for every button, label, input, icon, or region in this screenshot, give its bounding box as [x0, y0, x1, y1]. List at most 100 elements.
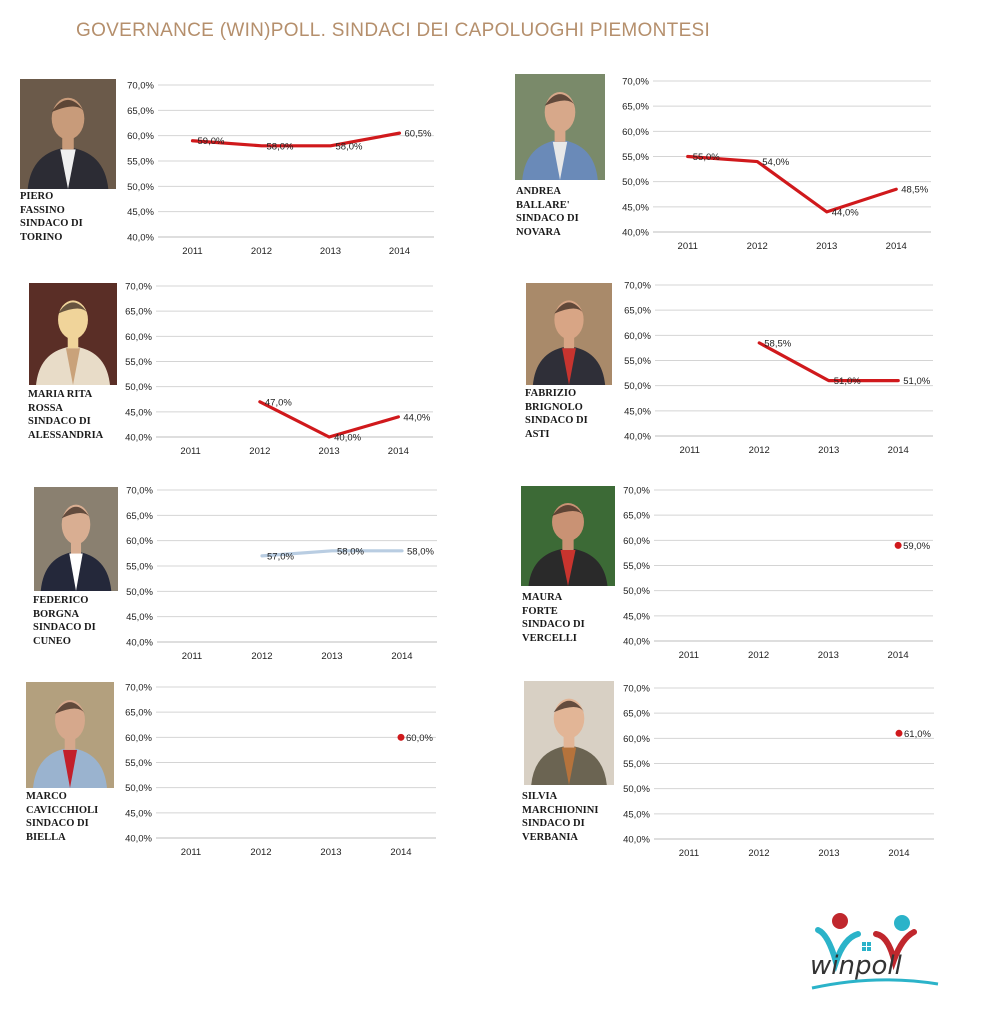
winpoll-logo-icon: winpoll — [810, 913, 939, 990]
series-line — [190, 131, 402, 148]
caption-line: BORGNA — [33, 608, 80, 620]
x-tick-label: 2013 — [818, 445, 839, 456]
x-tick-label: 2014 — [391, 651, 412, 662]
y-tick-label: 50,0% — [623, 586, 650, 597]
y-tick-label: 60,0% — [127, 131, 154, 142]
x-tick-label: 2012 — [749, 445, 770, 456]
series-line — [757, 341, 900, 383]
y-tick-label: 65,0% — [623, 511, 650, 522]
data-label: 59,0% — [903, 541, 930, 552]
series-line — [686, 154, 898, 214]
x-tick-label: 2011 — [679, 848, 699, 859]
x-tick-label: 2013 — [321, 651, 342, 662]
data-point — [894, 541, 902, 549]
y-tick-label: 45,0% — [624, 406, 651, 417]
y-tick-label: 65,0% — [125, 708, 152, 719]
caption-line: TORINO — [20, 231, 63, 243]
y-tick-label: 45,0% — [125, 808, 152, 819]
y-tick-label: 55,0% — [127, 157, 154, 168]
x-tick-label: 2013 — [320, 847, 341, 858]
data-label: 55,0% — [693, 152, 720, 163]
caption-line: BRIGNOLO — [525, 401, 583, 413]
x-tick-label: 2011 — [181, 847, 201, 858]
mayor-panel: MARIA RITA ROSSA SINDACO DI ALESSANDRIA 70,0… — [28, 280, 488, 470]
x-tick-label: 2012 — [251, 246, 272, 257]
caption-line: SINDACO DI — [525, 415, 588, 426]
approval-line-chart: 70,0% 65,0% 60,0% 55,0% 50,0% 45,0% 40,0% 2011 2… — [624, 281, 933, 456]
data-label: 58,0% — [336, 141, 363, 152]
approval-line-chart: 70,0% 65,0% 60,0% 55,0% 50,0% 45,0% 40,0% 2011 2… — [623, 486, 933, 661]
x-tick-label: 2014 — [390, 847, 411, 858]
approval-line-chart: 70,0% 65,0% 60,0% 55,0% 50,0% 45,0% 40,0% 2011 2… — [126, 486, 437, 662]
caption-line: ALESSANDRIA — [28, 429, 104, 441]
x-tick-label: 2014 — [388, 446, 409, 457]
data-label: 58,5% — [764, 338, 791, 349]
y-tick-label: 50,0% — [125, 783, 152, 794]
caption-line: VERCELLI — [522, 632, 577, 644]
caption-line: MAURA — [522, 592, 563, 603]
y-tick-label: 60,0% — [125, 733, 152, 744]
data-point — [895, 729, 903, 737]
caption-line: BIELLA — [26, 831, 66, 843]
caption-line: BALLARE' — [516, 199, 570, 211]
x-tick-label: 2012 — [249, 446, 270, 457]
x-tick-label: 2014 — [886, 241, 907, 252]
data-label: 58,0% — [337, 546, 364, 557]
y-tick-label: 45,0% — [623, 611, 650, 622]
mayor-panel: MARCO CAVICCHIOLI SINDACO DI BIELLA 70,0% 65,… — [24, 680, 484, 870]
caption-line: MARCO — [26, 791, 67, 802]
x-tick-label: 2014 — [888, 445, 909, 456]
data-label: 59,0% — [198, 136, 225, 147]
x-tick-label: 2013 — [818, 848, 839, 859]
x-tick-label: 2012 — [748, 650, 769, 661]
caption-line: SINDACO DI — [522, 818, 585, 829]
y-tick-label: 40,0% — [623, 835, 650, 846]
mayor-portrait — [521, 486, 615, 586]
approval-line-chart: 70,0% 65,0% 60,0% 55,0% 50,0% 45,0% 40,0% 2011 2… — [125, 282, 433, 457]
data-label: 58,0% — [267, 141, 294, 152]
y-tick-label: 65,0% — [623, 709, 650, 720]
data-point — [397, 733, 405, 741]
y-tick-label: 50,0% — [126, 587, 153, 598]
y-tick-label: 55,0% — [125, 357, 152, 368]
y-tick-label: 45,0% — [126, 612, 153, 623]
mayor-name-caption: FEDERICO BORGNA SINDACO DI CUNEO — [33, 594, 143, 648]
y-tick-label: 70,0% — [125, 282, 152, 293]
y-tick-label: 70,0% — [623, 684, 650, 695]
mayor-panel: PIERO FASSINO SINDACO DI TORINO 70,0% 65,0% 60… — [18, 76, 478, 266]
mayor-portrait — [26, 682, 114, 788]
mayor-portrait — [20, 79, 116, 189]
mayor-name-caption: MARIA RITA ROSSA SINDACO DI ALESSANDRIA — [28, 388, 138, 442]
x-tick-label: 2013 — [816, 241, 837, 252]
x-tick-label: 2011 — [678, 241, 698, 252]
y-tick-label: 45,0% — [125, 407, 152, 418]
y-tick-label: 40,0% — [126, 638, 153, 649]
caption-line: FASSINO — [20, 204, 65, 216]
mayor-name-caption: ANDREA BALLARE' SINDACO DI NOVARA — [516, 185, 626, 239]
x-tick-label: 2012 — [748, 848, 769, 859]
mayor-panel: FEDERICO BORGNA SINDACO DI CUNEO 70,0% 65,0% 6… — [32, 485, 492, 675]
y-tick-label: 45,0% — [127, 207, 154, 218]
x-tick-label: 2012 — [747, 241, 768, 252]
approval-line-chart: 70,0% 65,0% 60,0% 55,0% 50,0% 45,0% 40,0% 2011 2… — [125, 683, 436, 858]
mayor-portrait — [524, 681, 614, 785]
y-tick-label: 65,0% — [125, 307, 152, 318]
mayor-name-caption: FABRIZIO BRIGNOLO SINDACO DI ASTI — [525, 387, 635, 441]
series-line — [258, 400, 400, 439]
approval-line-chart: 70,0% 65,0% 60,0% 55,0% 50,0% 45,0% 40,0% 2011 2… — [623, 684, 934, 859]
winpoll-logo: winpoll — [806, 912, 946, 997]
mayor-name-caption: MARCO CAVICCHIOLI SINDACO DI BIELLA — [26, 790, 136, 844]
y-tick-label: 60,0% — [622, 127, 649, 138]
caption-line: CAVICCHIOLI — [26, 804, 99, 816]
y-tick-label: 55,0% — [125, 758, 152, 769]
x-tick-label: 2013 — [818, 650, 839, 661]
caption-line: FORTE — [522, 605, 558, 617]
data-label: 60,0% — [406, 733, 433, 744]
caption-line: SINDACO DI — [20, 218, 83, 229]
y-tick-label: 65,0% — [622, 102, 649, 113]
x-tick-label: 2014 — [389, 246, 410, 257]
x-tick-label: 2011 — [680, 445, 700, 456]
data-label: 60,5% — [405, 129, 432, 140]
y-tick-label: 50,0% — [622, 177, 649, 188]
y-tick-label: 40,0% — [624, 432, 651, 443]
